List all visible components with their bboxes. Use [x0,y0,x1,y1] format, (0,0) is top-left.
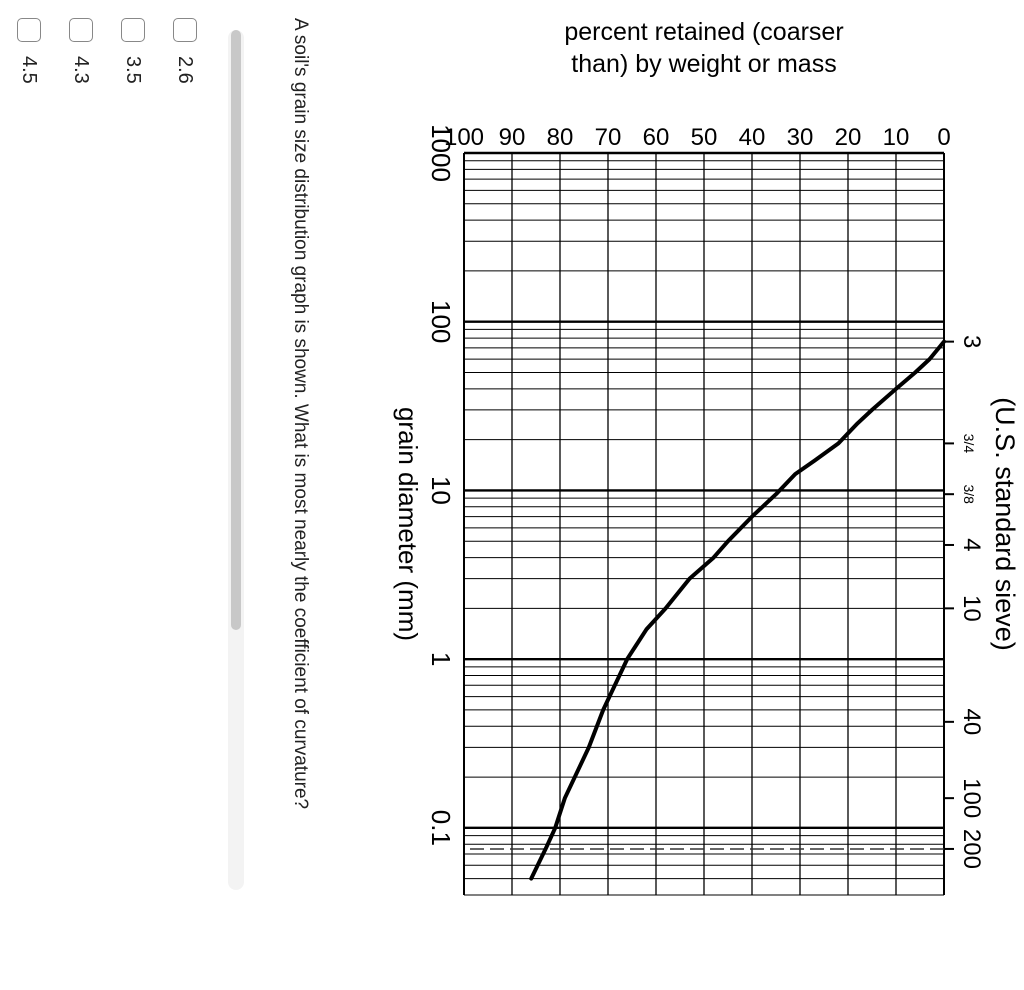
option-2-6[interactable]: 2.6 [171,18,199,84]
top-axis-label: (U.S. standard sieve) [990,397,1020,651]
chart-curve-layer [529,339,946,881]
scrollbar-thumb[interactable] [231,30,241,630]
sieve-label: 3/8 [961,484,977,504]
sieve-label: 100 [958,778,985,818]
x-tick-label: 100 [426,300,456,343]
y-axis-label-line1: percent retained (coarser [564,18,843,46]
sieve-label: 10 [958,595,985,622]
option-3-5[interactable]: 3.5 [119,18,147,84]
y-tick-label: 20 [835,124,862,151]
y-tick-label: 60 [643,124,670,151]
y-tick-label: 30 [787,124,814,151]
y-tick-label: 70 [595,124,622,151]
x-tick-label: 1 [426,652,456,666]
sieve-label: 3/4 [961,434,977,454]
horizontal-scrollbar[interactable] [228,30,244,890]
y-axis-label-line2: than) by weight or mass [571,50,836,78]
question-text: A soil's grain size distribution graph i… [290,18,311,810]
option-checkbox[interactable] [69,18,93,42]
option-label: 4.5 [18,56,41,84]
option-checkbox[interactable] [121,18,145,42]
option-4-3[interactable]: 4.3 [67,18,95,84]
sieve-label: 3 [958,335,985,348]
y-tick-label: 100 [444,124,484,151]
option-checkbox[interactable] [17,18,41,42]
option-label: 3.5 [122,56,145,84]
option-checkbox[interactable] [173,18,197,42]
y-tick-label: 90 [499,124,526,151]
x-tick-label: 0.1 [426,810,456,846]
sieve-label: 200 [958,829,985,869]
option-label: 2.6 [174,56,197,84]
grain-size-curve [529,339,946,881]
x-axis-label: grain diameter (mm) [393,407,423,641]
y-tick-label: 50 [691,124,718,151]
x-tick-label: 1000 [426,124,456,182]
y-tick-label: 80 [547,124,574,151]
y-tick-label: 0 [937,124,950,151]
chart-grid [463,151,945,896]
y-tick-label: 10 [883,124,910,151]
x-tick-label: 10 [426,476,456,505]
sieve-label: 4 [958,538,985,551]
y-tick-label: 40 [739,124,766,151]
option-4-5[interactable]: 4.5 [15,18,43,84]
option-label: 4.3 [70,56,93,84]
sieve-label: 40 [958,708,985,735]
